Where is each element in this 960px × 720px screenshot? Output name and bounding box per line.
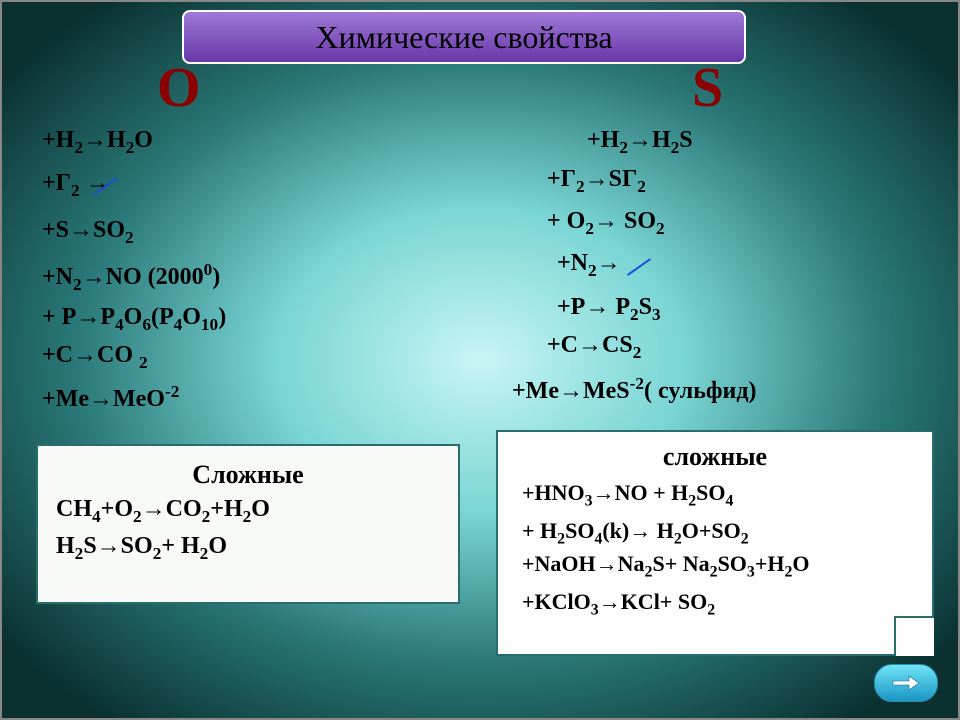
left-box-row: H2S→SO2+ H2O bbox=[56, 533, 458, 564]
eq-o-s: +S→SO2 bbox=[42, 217, 134, 248]
column-letter-o: O bbox=[157, 56, 201, 120]
right-box-row: +NaOH→Na2S+ Na2SO3+H2O bbox=[522, 551, 932, 581]
left-box-row: CH4+O2→CO2+H2O bbox=[56, 496, 458, 527]
eq-s-n2: +N2→ bbox=[557, 250, 621, 281]
right-box-heading: сложные bbox=[498, 442, 932, 472]
left-box-heading: Сложные bbox=[38, 460, 458, 490]
eq-o-c: +C→CO 2 bbox=[42, 342, 148, 373]
left-complex-box: Сложные CH4+O2→CO2+H2O H2S→SO2+ H2O bbox=[36, 444, 460, 604]
eq-s-g2: +Г2→SГ2 bbox=[547, 166, 646, 197]
slide: Химические свойства O S +H2→H2O +Г2 → +S… bbox=[0, 0, 960, 720]
slide-title: Химические свойства bbox=[315, 19, 612, 56]
eq-s-h2: +H2→H2S bbox=[587, 127, 693, 158]
right-box-row: +KClO3→KCl+ SO2 bbox=[522, 589, 932, 619]
strike-icon bbox=[627, 258, 651, 276]
eq-o-n2: +N2→NO (20000) bbox=[42, 260, 220, 295]
eq-s-p: +P→ P2S3 bbox=[557, 294, 661, 325]
eq-o-p: + P→P4O6(P4O10) bbox=[42, 304, 226, 335]
next-arrow-button[interactable] bbox=[874, 664, 938, 702]
arrow-right-icon bbox=[891, 673, 921, 693]
right-box-row: + H2SO4(k)→ H2O+SO2 bbox=[522, 518, 932, 548]
eq-o-g2: +Г2 → bbox=[42, 170, 110, 201]
column-letter-s: S bbox=[692, 56, 723, 120]
right-complex-box: сложные +HNO3→NO + H2SO4 + H2SO4(k)→ H2O… bbox=[496, 430, 934, 656]
eq-o-h2: +H2→H2O bbox=[42, 127, 153, 158]
title-box: Химические свойства bbox=[182, 10, 746, 64]
eq-s-o2: + O2→ SO2 bbox=[547, 208, 665, 239]
eq-o-me: +Me→MeO-2 bbox=[42, 382, 179, 413]
eq-s-c: +C→CS2 bbox=[547, 332, 641, 363]
fold-corner-icon bbox=[894, 616, 934, 656]
right-box-row: +HNO3→NO + H2SO4 bbox=[522, 480, 932, 510]
eq-s-me: +Me→MeS-2( сульфид) bbox=[512, 374, 756, 405]
